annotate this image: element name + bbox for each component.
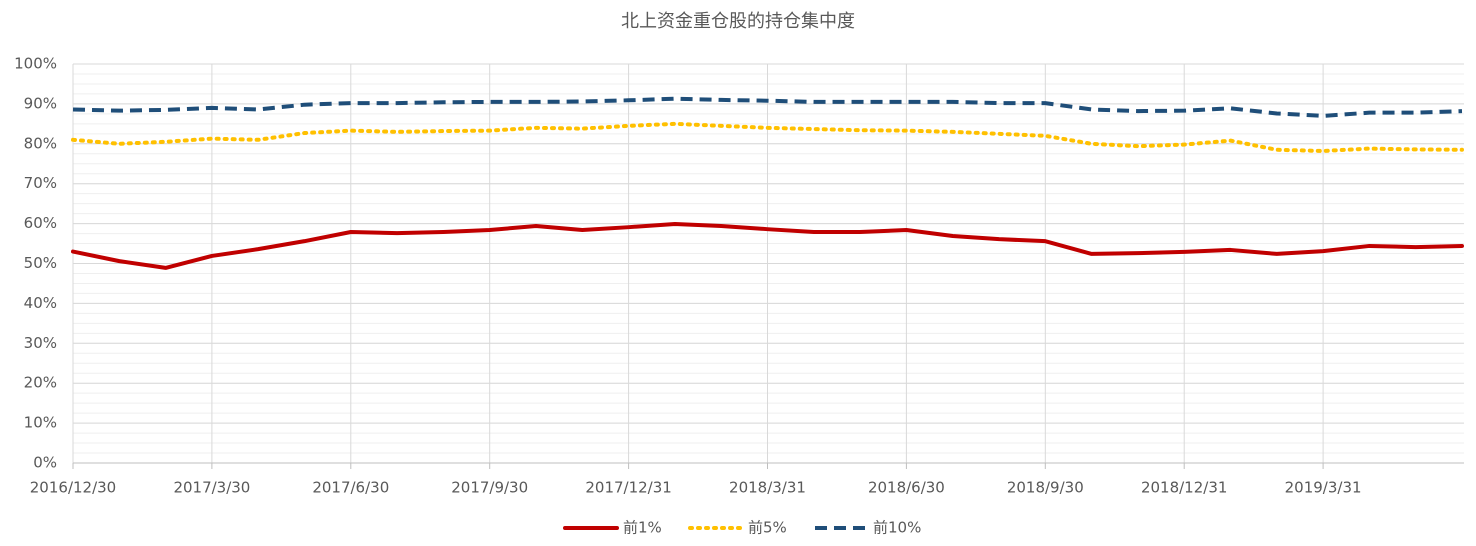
y-tick-label: 20% (24, 374, 57, 392)
legend-label: 前1% (623, 519, 662, 537)
x-tick-label: 2018/12/31 (1141, 479, 1227, 497)
y-tick-label: 0% (33, 454, 57, 472)
x-tick-label: 2017/12/31 (585, 479, 671, 497)
y-tick-label: 60% (24, 214, 57, 232)
y-tick-label: 40% (24, 294, 57, 312)
x-tick-label: 2017/9/30 (451, 479, 528, 497)
chart-title: 北上资金重仓股的持仓集中度 (621, 11, 855, 32)
x-tick-label: 2018/3/31 (729, 479, 806, 497)
y-tick-label: 50% (24, 254, 57, 272)
legend-label: 前10% (873, 519, 921, 537)
series-line (72, 96, 1463, 118)
x-tick-label: 2019/3/31 (1285, 479, 1362, 497)
y-tick-label: 30% (24, 334, 57, 352)
y-tick-label: 70% (24, 174, 57, 192)
y-tick-label: 90% (24, 94, 57, 112)
y-tick-label: 80% (24, 134, 57, 152)
legend-label: 前5% (748, 519, 787, 537)
series-line (71, 221, 1464, 270)
y-tick-label: 100% (14, 55, 57, 73)
x-tick-label: 2016/12/30 (30, 479, 116, 497)
x-tick-label: 2018/6/30 (868, 479, 945, 497)
x-tick-label: 2017/3/30 (173, 479, 250, 497)
x-tick-label: 2018/9/30 (1007, 479, 1084, 497)
x-tick-label: 2017/6/30 (312, 479, 389, 497)
y-tick-label: 10% (24, 414, 57, 432)
series-line (71, 121, 1464, 153)
